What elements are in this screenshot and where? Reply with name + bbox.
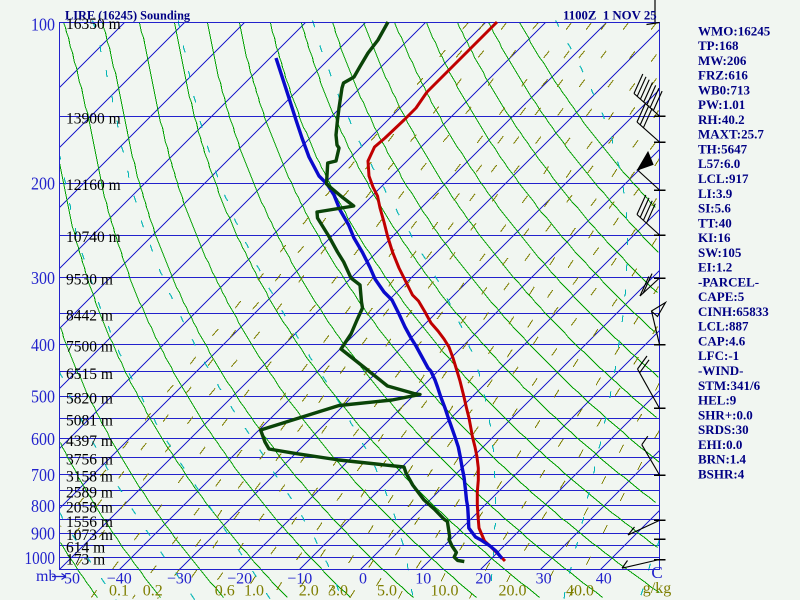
svg-text:16350 m: 16350 m [66, 16, 121, 33]
svg-text:C: C [651, 563, 662, 582]
svg-text:−20: −20 [227, 571, 252, 588]
svg-text:5.0: 5.0 [377, 583, 397, 600]
svg-text:L57:6.0: L57:6.0 [698, 156, 740, 171]
svg-text:3.0: 3.0 [328, 583, 348, 600]
svg-text:900: 900 [31, 523, 55, 543]
svg-text:EI:1.2: EI:1.2 [698, 260, 732, 275]
svg-text:10.0: 10.0 [431, 583, 459, 600]
svg-text:1.0: 1.0 [244, 583, 264, 600]
svg-text:173 m: 173 m [66, 552, 105, 569]
svg-text:40.0: 40.0 [566, 583, 594, 600]
svg-text:500: 500 [31, 387, 55, 407]
svg-text:200: 200 [31, 174, 55, 194]
svg-text:6515 m: 6515 m [66, 366, 113, 383]
svg-text:100: 100 [31, 15, 55, 35]
svg-text:1556 m: 1556 m [66, 514, 113, 531]
svg-text:−10: −10 [287, 571, 312, 588]
svg-text:TT:40: TT:40 [698, 215, 732, 230]
svg-text:BRN:1.4: BRN:1.4 [698, 452, 747, 467]
svg-text:20: 20 [475, 571, 491, 588]
svg-text:TH:5647: TH:5647 [698, 141, 748, 156]
svg-text:3756 m: 3756 m [66, 451, 113, 468]
svg-text:9530 m: 9530 m [66, 272, 113, 289]
svg-text:RH:40.2: RH:40.2 [698, 112, 745, 127]
svg-text:WB0:713: WB0:713 [698, 82, 751, 97]
svg-text:0.2: 0.2 [143, 583, 163, 600]
svg-text:−30: −30 [167, 571, 192, 588]
svg-text:1000: 1000 [25, 548, 56, 568]
svg-text:5820 m: 5820 m [66, 390, 113, 407]
svg-text:614 m: 614 m [66, 540, 105, 557]
svg-text:g/kg: g/kg [643, 580, 671, 597]
svg-text:STM:341/6: STM:341/6 [698, 378, 761, 393]
svg-text:300: 300 [31, 268, 55, 288]
svg-text:SW:105: SW:105 [698, 245, 742, 260]
svg-text:30: 30 [536, 571, 552, 588]
svg-text:MAXT:25.7: MAXT:25.7 [698, 127, 764, 142]
svg-text:LFC:-1: LFC:-1 [698, 348, 739, 363]
svg-text:10740 m: 10740 m [66, 229, 121, 246]
svg-text:1100Z 1 NOV 25: 1100Z 1 NOV 25 [563, 9, 657, 23]
svg-text:2058 m: 2058 m [66, 500, 113, 517]
svg-text:2.0: 2.0 [299, 583, 319, 600]
svg-text:0: 0 [359, 571, 367, 588]
svg-text:700: 700 [31, 465, 55, 485]
svg-text:-WIND-: -WIND- [698, 363, 744, 378]
svg-text:BSHR:4: BSHR:4 [698, 466, 745, 481]
svg-text:0.1: 0.1 [109, 583, 129, 600]
svg-text:HEL:9: HEL:9 [698, 393, 737, 408]
svg-text:EHI:0.0: EHI:0.0 [698, 437, 742, 452]
svg-text:13900 m: 13900 m [66, 110, 121, 127]
svg-text:40: 40 [596, 571, 612, 588]
svg-text:600: 600 [31, 429, 55, 449]
svg-text:WMO:16245: WMO:16245 [698, 23, 771, 38]
svg-text:5081 m: 5081 m [66, 413, 113, 430]
svg-text:SHR+:0.0: SHR+:0.0 [698, 407, 753, 422]
svg-text:FRZ:616: FRZ:616 [698, 68, 748, 83]
svg-text:10: 10 [415, 571, 431, 588]
svg-text:LI:3.9: LI:3.9 [698, 186, 733, 201]
svg-text:LCL:887: LCL:887 [698, 319, 749, 334]
svg-text:3158 m: 3158 m [66, 469, 113, 486]
svg-text:7500 m: 7500 m [66, 338, 113, 355]
svg-text:1073 m: 1073 m [66, 527, 113, 544]
svg-text:KI:16: KI:16 [698, 230, 731, 245]
svg-text:20.0: 20.0 [499, 583, 527, 600]
svg-text:-PARCEL-: -PARCEL- [698, 274, 759, 289]
svg-text:SI:5.6: SI:5.6 [698, 201, 731, 216]
svg-text:PW:1.01: PW:1.01 [698, 97, 745, 112]
svg-text:SRDS:30: SRDS:30 [698, 422, 749, 437]
svg-text:12160 m: 12160 m [66, 177, 121, 194]
svg-text:2589 m: 2589 m [66, 485, 113, 502]
svg-text:LIRE (16245) Sounding: LIRE (16245) Sounding [65, 9, 191, 23]
svg-text:TP:168: TP:168 [698, 38, 739, 53]
svg-text:CAP:4.6: CAP:4.6 [698, 333, 746, 348]
svg-text:CAPE:5: CAPE:5 [698, 289, 745, 304]
svg-text:400: 400 [31, 335, 55, 355]
svg-text:50: 50 [64, 571, 80, 588]
svg-text:800: 800 [31, 496, 55, 516]
svg-text:mb: mb [36, 568, 56, 585]
svg-text:0.6: 0.6 [215, 583, 235, 600]
svg-text:CINH:65833: CINH:65833 [698, 304, 769, 319]
svg-text:−40: −40 [107, 571, 132, 588]
svg-text:4397 m: 4397 m [66, 433, 113, 450]
svg-text:MW:206: MW:206 [698, 53, 747, 68]
svg-text:8442 m: 8442 m [66, 307, 113, 324]
svg-text:LCL:917: LCL:917 [698, 171, 749, 186]
